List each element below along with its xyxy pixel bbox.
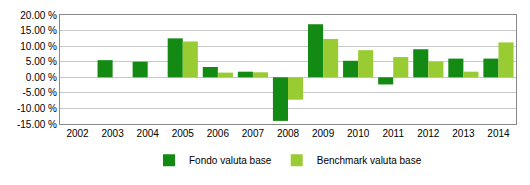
svg-text:2004: 2004 bbox=[137, 128, 160, 139]
svg-text:2003: 2003 bbox=[101, 128, 124, 139]
svg-text:2014: 2014 bbox=[487, 128, 510, 139]
svg-text:2012: 2012 bbox=[417, 128, 440, 139]
svg-text:2013: 2013 bbox=[452, 128, 475, 139]
svg-text:10.00 %: 10.00 % bbox=[20, 41, 57, 52]
svg-text:2008: 2008 bbox=[277, 128, 300, 139]
svg-text:Fondo valuta base: Fondo valuta base bbox=[189, 155, 272, 166]
svg-text:2007: 2007 bbox=[242, 128, 265, 139]
svg-text:2005: 2005 bbox=[172, 128, 195, 139]
svg-text:2002: 2002 bbox=[66, 128, 89, 139]
svg-text:-5.00 %: -5.00 % bbox=[23, 87, 58, 98]
svg-text:5.00 %: 5.00 % bbox=[26, 56, 57, 67]
svg-text:2010: 2010 bbox=[347, 128, 370, 139]
svg-text:2011: 2011 bbox=[382, 128, 404, 139]
svg-text:15.00 %: 15.00 % bbox=[20, 25, 57, 36]
svg-text:20.00 %: 20.00 % bbox=[20, 10, 57, 21]
svg-text:-10.00 %: -10.00 % bbox=[17, 103, 57, 114]
svg-text:0.00 %: 0.00 % bbox=[26, 72, 57, 83]
svg-text:2009: 2009 bbox=[312, 128, 335, 139]
svg-text:Benchmark valuta base: Benchmark valuta base bbox=[317, 155, 422, 166]
svg-text:-15.00 %: -15.00 % bbox=[17, 119, 57, 130]
svg-text:2006: 2006 bbox=[207, 128, 230, 139]
